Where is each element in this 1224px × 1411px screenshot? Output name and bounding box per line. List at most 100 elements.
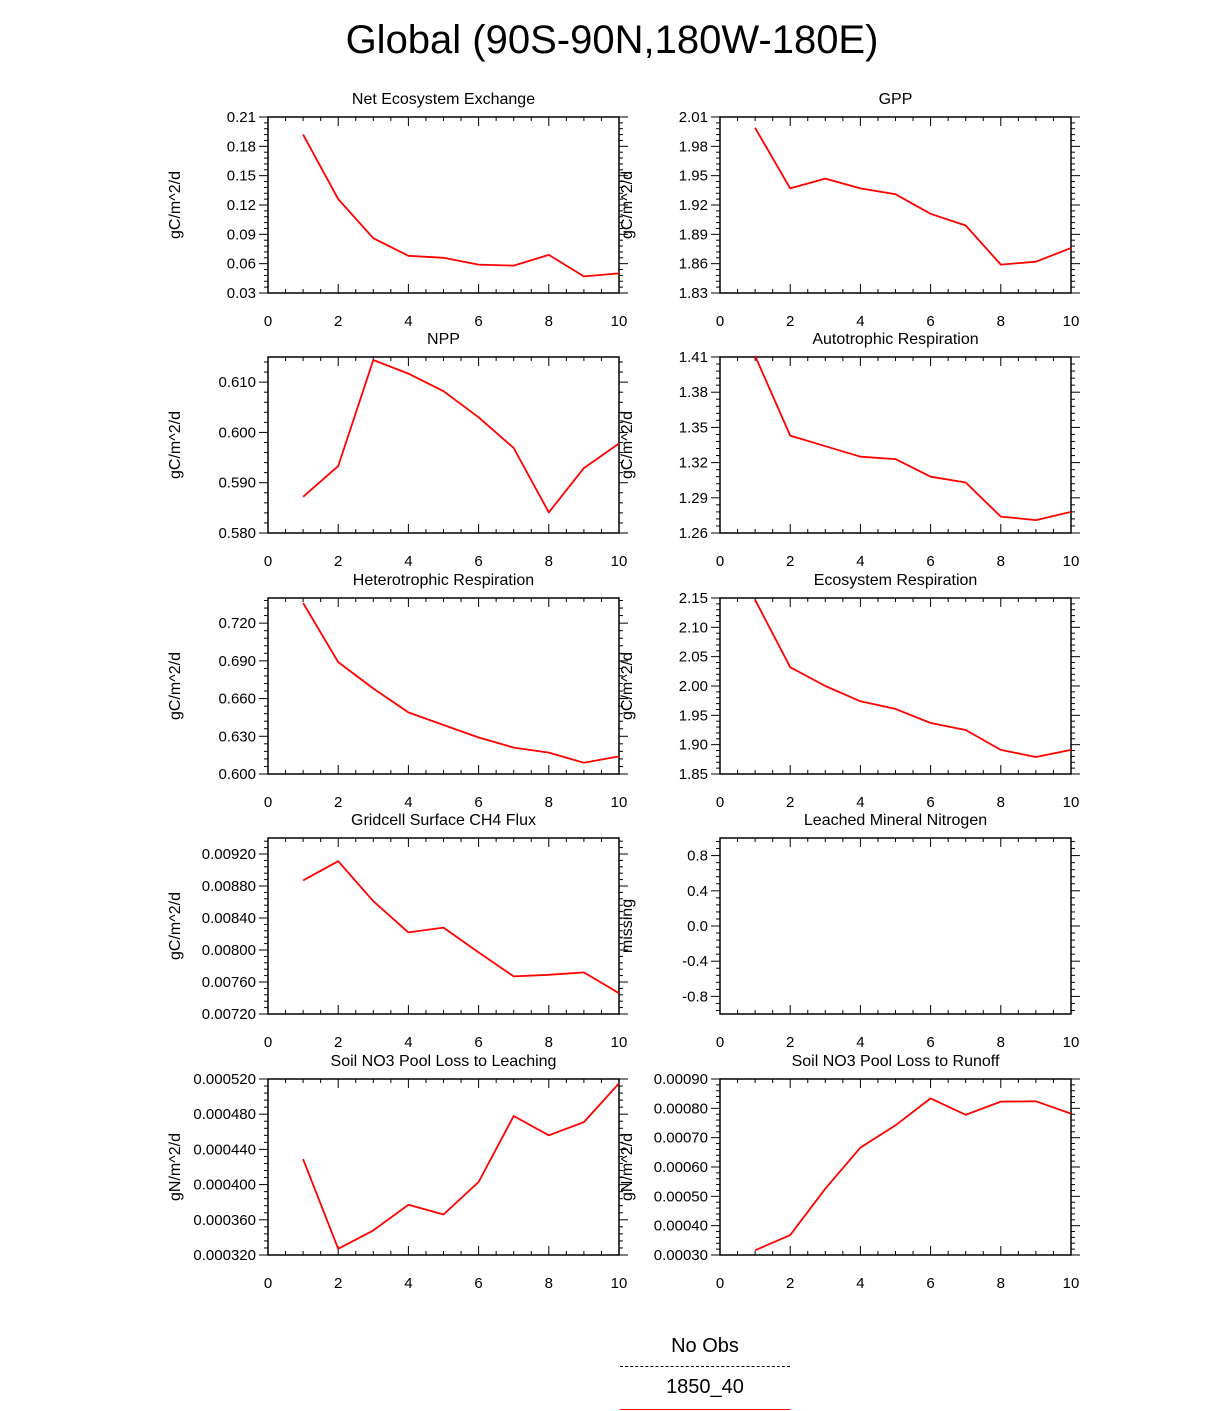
- x-tick-label: 2: [786, 1275, 794, 1292]
- y-tick-label: 0.000520: [193, 1071, 256, 1088]
- plot-frame: [267, 597, 620, 775]
- y-tick-label: 0.09: [227, 226, 256, 243]
- x-tick-label: 8: [997, 553, 1005, 570]
- x-tick-label: 6: [926, 1034, 934, 1051]
- plot-frame: [719, 1078, 1072, 1256]
- chart-panel-10: Soil NO3 Pool Loss to Runoff gN/m^2/d 0 2 4 6…: [619, 1053, 1080, 1292]
- x-tick-label: 10: [611, 1034, 628, 1051]
- y-axis-label: gC/m^2/d: [619, 171, 636, 239]
- x-tick-label: 0: [264, 1034, 272, 1051]
- y-tick-label: 0.630: [218, 728, 256, 745]
- x-tick-label: 8: [997, 1034, 1005, 1051]
- y-tick-label: 1.89: [679, 226, 708, 243]
- chart-panel-8: Leached Mineral Nitrogen missing 0 2 4 6 8 10 -0…: [619, 812, 1080, 1051]
- chart-panel-2: GPP gC/m^2/d 0 2 4 6 8 10 1.83 1.86 1.89 1.92 1.95 1.…: [619, 91, 1080, 330]
- legend-line-1850-40: [620, 1409, 790, 1410]
- y-tick-label: 0.00060: [654, 1159, 708, 1176]
- chart-panel-6: Ecosystem Respiration gC/m^2/d 0 2 4 6 8 10 1.85…: [619, 572, 1080, 811]
- y-tick-label: 0.21: [227, 109, 256, 126]
- y-tick-label: 1.41: [679, 349, 708, 366]
- series-line-1850-40: [754, 599, 1072, 758]
- x-tick-label: 0: [716, 1275, 724, 1292]
- y-tick-label: 2.15: [679, 590, 708, 607]
- y-tick-label: 0.000480: [193, 1106, 256, 1123]
- y-tick-label: 0.720: [218, 615, 256, 632]
- y-tick-label: 0.00920: [202, 846, 256, 863]
- x-tick-label: 6: [474, 1034, 482, 1051]
- y-tick-label: 0.000360: [193, 1212, 256, 1229]
- x-tick-label: 4: [856, 794, 864, 811]
- y-axis-label: gC/m^2/d: [167, 892, 184, 960]
- x-tick-label: 6: [474, 313, 482, 330]
- legend-label-no-obs: No Obs: [671, 1335, 739, 1357]
- chart-title: Net Ecosystem Exchange: [352, 91, 535, 108]
- y-tick-label: 1.98: [679, 138, 708, 155]
- x-tick-label: 2: [334, 313, 342, 330]
- y-tick-label: 0.690: [218, 653, 256, 670]
- y-tick-label: 0.00720: [202, 1006, 256, 1023]
- x-tick-label: 0: [716, 313, 724, 330]
- x-tick-label: 4: [856, 553, 864, 570]
- x-tick-label: 8: [545, 1275, 553, 1292]
- y-tick-label: 0.00840: [202, 910, 256, 927]
- y-tick-label: 1.32: [679, 455, 708, 472]
- x-tick-label: 10: [611, 1275, 628, 1292]
- plot-frame: [719, 837, 1072, 1015]
- y-axis-label: gC/m^2/d: [619, 652, 636, 720]
- series-line-1850-40: [302, 1082, 620, 1250]
- chart-title: Ecosystem Respiration: [814, 572, 978, 589]
- x-tick-label: 10: [1063, 553, 1080, 570]
- y-tick-label: 0.15: [227, 168, 256, 185]
- x-tick-label: 2: [334, 1275, 342, 1292]
- x-tick-label: 4: [856, 1034, 864, 1051]
- x-tick-label: 4: [404, 313, 412, 330]
- x-tick-label: 0: [716, 553, 724, 570]
- x-tick-label: 2: [334, 553, 342, 570]
- x-tick-label: 10: [611, 553, 628, 570]
- x-tick-label: 6: [474, 553, 482, 570]
- x-tick-label: 2: [786, 1034, 794, 1051]
- x-tick-label: 0: [264, 794, 272, 811]
- plot-frame: [719, 356, 1072, 534]
- x-tick-label: 8: [545, 553, 553, 570]
- x-tick-label: 6: [926, 553, 934, 570]
- y-tick-label: 0.00040: [654, 1218, 708, 1235]
- x-tick-label: 2: [334, 794, 342, 811]
- x-tick-label: 10: [611, 794, 628, 811]
- series-line-1850-40: [302, 134, 620, 278]
- plot-frame: [719, 597, 1072, 775]
- series-line-1850-40: [754, 355, 1072, 521]
- y-tick-label: 0.000320: [193, 1247, 256, 1264]
- series-line-1850-40: [754, 127, 1072, 266]
- y-axis-label: gC/m^2/d: [167, 411, 184, 479]
- x-tick-label: 4: [404, 794, 412, 811]
- y-tick-label: 0.600: [218, 424, 256, 441]
- x-tick-label: 8: [545, 313, 553, 330]
- chart-title: Leached Mineral Nitrogen: [804, 812, 987, 829]
- x-tick-label: 8: [997, 794, 1005, 811]
- x-tick-label: 0: [716, 794, 724, 811]
- x-tick-label: 10: [1063, 313, 1080, 330]
- x-tick-label: 4: [856, 313, 864, 330]
- chart-title: Heterotrophic Respiration: [353, 572, 534, 589]
- legend-label-1850-40: 1850_40: [666, 1376, 744, 1398]
- plot-frame: [267, 837, 620, 1015]
- chart-panel-4: Autotrophic Respiration gC/m^2/d 0 2 4 6 8 10 1.…: [619, 331, 1080, 570]
- series-line-1850-40: [302, 860, 620, 994]
- y-tick-label: 0.00090: [654, 1071, 708, 1088]
- y-tick-label: 0.00800: [202, 942, 256, 959]
- x-tick-label: 10: [1063, 1275, 1080, 1292]
- y-axis-label: gC/m^2/d: [167, 652, 184, 720]
- y-axis-label: gN/m^2/d: [619, 1133, 636, 1201]
- y-tick-label: 0.600: [218, 766, 256, 783]
- x-tick-label: 2: [334, 1034, 342, 1051]
- x-tick-label: 10: [1063, 1034, 1080, 1051]
- series-line-1850-40: [302, 602, 620, 764]
- y-tick-label: 2.05: [679, 649, 708, 666]
- x-tick-label: 8: [997, 313, 1005, 330]
- x-tick-label: 2: [786, 313, 794, 330]
- series-line-1850-40: [302, 359, 620, 514]
- x-tick-label: 6: [926, 794, 934, 811]
- y-tick-label: 0.18: [227, 138, 256, 155]
